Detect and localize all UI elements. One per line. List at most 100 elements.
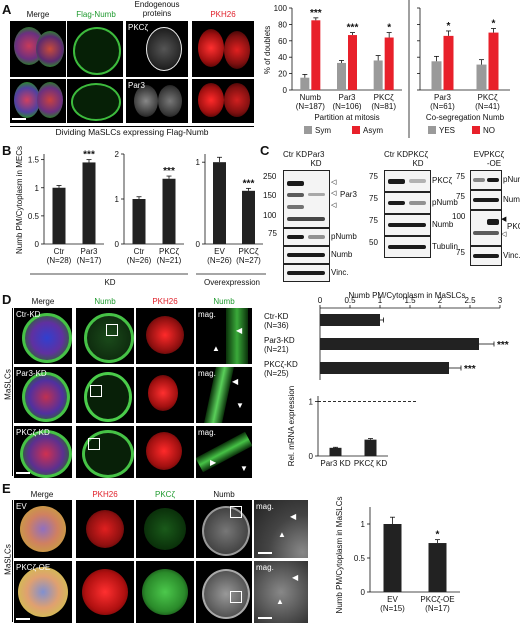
micrograph-d-mag-ctr: mag. ◀ ▲ bbox=[196, 308, 252, 364]
blot2-marker-75b: 75 bbox=[369, 194, 378, 203]
blot1-vinc-membrane bbox=[283, 264, 330, 282]
blot3-marker-100: 100 bbox=[452, 212, 466, 221]
y-tick-label: 20 bbox=[278, 70, 287, 79]
micrograph-a-endogenous-2: Par3 bbox=[126, 79, 188, 123]
y-tick-label: 0 bbox=[309, 452, 314, 461]
blot2-marker-75c: 75 bbox=[369, 216, 378, 225]
significance-mark: *** bbox=[243, 178, 255, 189]
significance-mark: *** bbox=[83, 150, 95, 161]
arrowhead-e2b: ▲ bbox=[276, 597, 284, 606]
header-pkh26-e: PKH26 bbox=[92, 490, 118, 499]
caption-a: Dividing MaSLCs expressing Flag-Numb bbox=[55, 127, 209, 137]
bar bbox=[476, 64, 487, 90]
blot1-marker-75: 75 bbox=[268, 229, 277, 238]
micrograph-a-merge-1 bbox=[10, 21, 66, 77]
arrowhead-e2a: ◀ bbox=[292, 573, 299, 582]
micrograph-d-merge-ctr: Ctr-KD bbox=[14, 308, 72, 364]
blot3-pkcz-membrane bbox=[470, 210, 502, 246]
x-tick-label: PKCζ bbox=[159, 247, 179, 256]
micrograph-a-endogenous-1: PKCζ bbox=[126, 21, 188, 77]
blot1-pnumb-membrane bbox=[283, 228, 330, 246]
blot3-lane-pkcz-oe: PKCζ -OE bbox=[484, 150, 504, 168]
x-tick-label: 1 bbox=[378, 296, 383, 305]
arrowhead-d3b: ▼ bbox=[240, 464, 248, 473]
blot1-label-par3: Par3 bbox=[340, 190, 357, 199]
blot1-lane-par3: Par3 KD bbox=[307, 150, 325, 168]
arrowhead-d1a: ◀ bbox=[236, 326, 243, 335]
y-tick-n-label: (N=21) bbox=[264, 345, 289, 354]
blot3-vinc-membrane bbox=[470, 246, 502, 266]
chart-d-numb-maslcs: Numb PM/Cytoplasm in MaSLCs 0 0.5 1 1.5 2 2.5 3… bbox=[264, 291, 509, 380]
bar bbox=[162, 178, 176, 244]
micrograph-a-flag-numb-1 bbox=[67, 21, 123, 77]
panel-label-a: A bbox=[2, 2, 12, 17]
micrograph-d-pkh26-pkcz bbox=[136, 426, 194, 478]
blot2-tubulin-membrane bbox=[384, 236, 431, 258]
bar bbox=[320, 338, 479, 350]
significance-mark: *** bbox=[310, 8, 322, 19]
group-label-oe: Overexpression bbox=[204, 278, 260, 287]
micrograph-e-merge-oe: PKCζ-OE bbox=[14, 561, 72, 623]
x-tick-n-label: (N=61) bbox=[430, 102, 455, 111]
x-tick-label: PKCζ bbox=[239, 247, 259, 256]
row-label-ev: EV bbox=[16, 502, 27, 511]
blot3-pnumb-membrane bbox=[470, 170, 502, 190]
side-rule-d bbox=[12, 308, 13, 476]
y-tick-n-label: (N=25) bbox=[264, 369, 289, 378]
x-tick-n-label: (N=15) bbox=[380, 604, 405, 613]
blot3-marker-75b: 75 bbox=[456, 192, 465, 201]
blot1-numb-membrane bbox=[283, 246, 330, 264]
blot1-arrow-3: ◁ bbox=[331, 202, 337, 209]
bar bbox=[242, 190, 255, 244]
x-tick-label: 2 bbox=[438, 296, 443, 305]
micrograph-e-pkh26-oe bbox=[76, 561, 134, 623]
bar bbox=[132, 199, 146, 244]
scale-bar-a bbox=[12, 118, 26, 120]
y-tick-label: 40 bbox=[278, 53, 287, 62]
blot2-lane-pkcz: PKCζ KD bbox=[408, 150, 428, 168]
header-merge-d: Merge bbox=[31, 297, 55, 306]
arrowhead-d1b: ▲ bbox=[212, 344, 220, 353]
blot1-par3-membrane bbox=[283, 170, 330, 228]
y-tick-label: 1 bbox=[361, 520, 366, 529]
x-tick-label: Numb bbox=[300, 93, 322, 102]
y-axis-label: Numb PM/Cytoplasm in MECs bbox=[15, 146, 24, 254]
header-flag-numb: Flag-Numb bbox=[76, 10, 116, 19]
significance-mark: * bbox=[492, 19, 496, 30]
blot3-label-numb: Numb bbox=[503, 195, 520, 204]
arrowhead-d2b: ▼ bbox=[236, 401, 244, 410]
x-tick-n-label: (N=26) bbox=[127, 256, 152, 265]
caption-rule-a bbox=[10, 126, 254, 127]
blot2-label-pnumb: pNumb bbox=[432, 198, 458, 207]
blot1-label-pnumb: pNumb bbox=[331, 232, 357, 241]
x-tick-n-label: (N=28) bbox=[47, 256, 72, 265]
significance-mark: * bbox=[447, 21, 451, 32]
bar bbox=[431, 61, 442, 90]
bar bbox=[300, 77, 310, 90]
header-merge-e: Merge bbox=[30, 490, 54, 499]
x-tick-label: 3 bbox=[498, 296, 503, 305]
mag-label-d2: mag. bbox=[198, 369, 216, 378]
blot1-marker-150: 150 bbox=[263, 191, 277, 200]
micrograph-d-merge-pkcz: PKCζ-KD bbox=[14, 426, 72, 478]
y-tick-label: 0 bbox=[361, 588, 366, 597]
blot2-lane-ctr: Ctr KD bbox=[384, 150, 408, 159]
y-tick-label: 0.5 bbox=[354, 554, 366, 563]
x-tick-n-label: (N=187) bbox=[296, 102, 325, 111]
y-tick-label: 1.5 bbox=[28, 156, 40, 165]
row-label-pkcz-a: PKCζ bbox=[128, 23, 148, 32]
header-merge-a: Merge bbox=[26, 10, 50, 19]
significance-mark: * bbox=[436, 530, 440, 541]
legend-swatch-yes bbox=[428, 126, 436, 134]
y-axis-label: Numb PM/Cytoplasm in MaSLCs bbox=[335, 497, 344, 614]
micrograph-e-numb-oe bbox=[196, 561, 252, 623]
blot3-marker-75a: 75 bbox=[456, 172, 465, 181]
micrograph-a-pkh26-1 bbox=[192, 21, 254, 77]
y-tick-label: 0 bbox=[35, 240, 40, 249]
micrograph-e-pkcz-oe bbox=[136, 561, 194, 623]
bar bbox=[348, 35, 357, 90]
blot2-label-numb: Numb bbox=[432, 220, 454, 229]
bar bbox=[329, 447, 342, 456]
blot3-numb-membrane bbox=[470, 190, 502, 210]
significance-mark: *** bbox=[464, 364, 476, 375]
